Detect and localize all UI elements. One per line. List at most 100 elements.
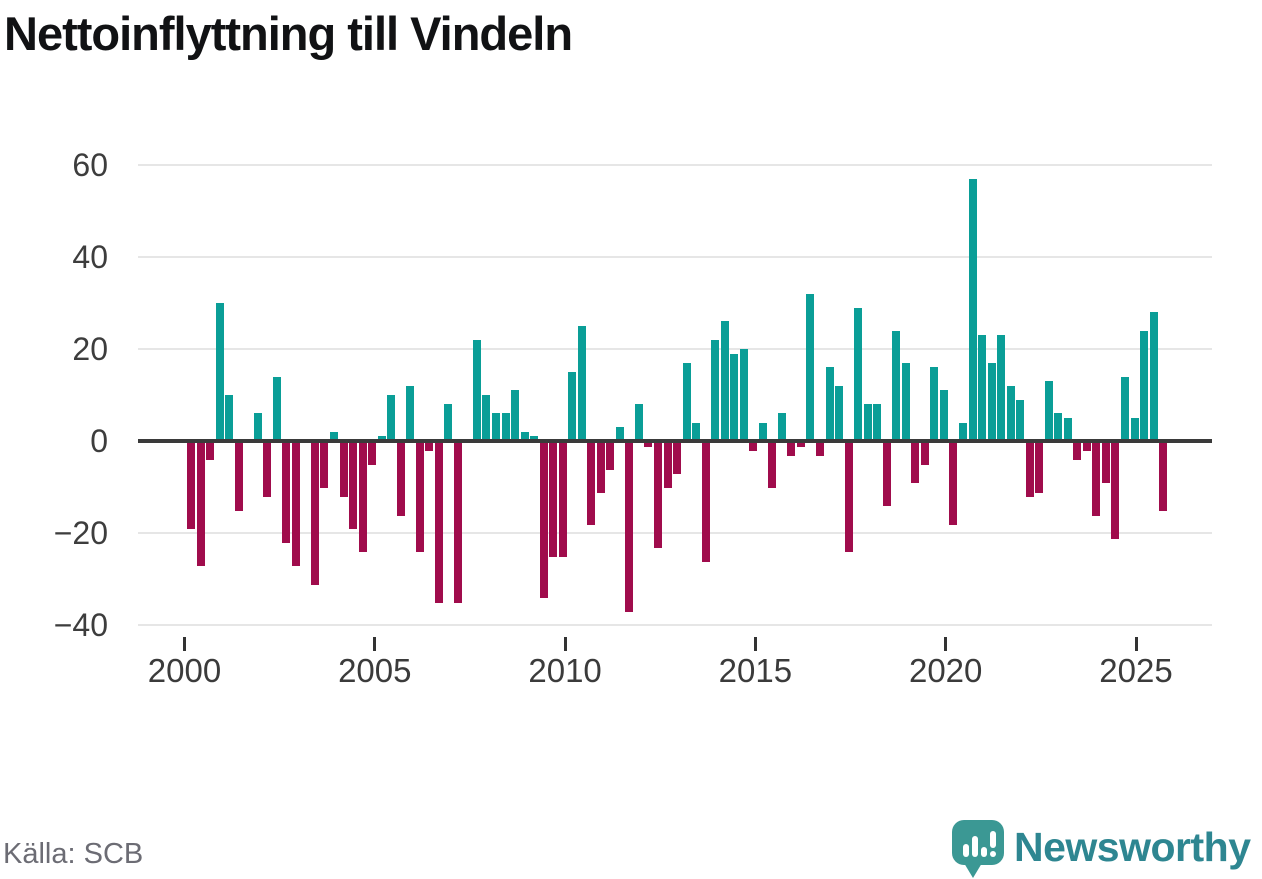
gridline <box>138 348 1212 350</box>
bar-2002-q2 <box>272 376 281 443</box>
bar-2024-q3 <box>1120 376 1129 443</box>
bar-2008-q3 <box>511 390 519 443</box>
bar-2015-q2 <box>768 440 777 488</box>
bar-2007-q1 <box>453 440 462 603</box>
bar-2020-q2 <box>958 422 967 443</box>
y-axis-label: 40 <box>72 239 108 275</box>
bar-2023-q3 <box>1082 440 1091 452</box>
bar-2010-q2 <box>577 326 586 443</box>
bar-2012-q2 <box>654 440 662 548</box>
bar-2024-q4 <box>1130 418 1139 443</box>
bar-2017-q1 <box>835 385 843 443</box>
x-axis-tick <box>753 637 757 651</box>
x-axis-zero-line <box>138 439 1212 443</box>
x-axis-label: 2010 <box>528 652 602 689</box>
bar-2022-q4 <box>1054 413 1063 443</box>
newsworthy-logo: Newsworthy <box>946 818 1262 879</box>
bar-2014-q1 <box>720 321 729 443</box>
bar-2024-q1 <box>1101 440 1110 484</box>
bar-2021-q4 <box>1016 399 1025 443</box>
bar-2019-q4 <box>939 390 948 443</box>
bar-2022-q3 <box>1044 381 1053 443</box>
bar-2002-q1 <box>263 440 272 498</box>
bar-2016-q2 <box>806 293 815 443</box>
bar-2017-q2 <box>844 440 853 553</box>
x-axis-tick <box>1134 637 1138 651</box>
bar-2008-q1 <box>492 413 500 443</box>
x-axis-label: 2015 <box>718 652 793 689</box>
bar-2019-q1 <box>911 440 920 484</box>
bar-2000-q4 <box>215 303 224 443</box>
bar-2020-q1 <box>949 440 958 525</box>
gridline <box>138 256 1212 258</box>
x-axis-tick <box>373 637 377 651</box>
bar-2025-q2 <box>1149 312 1158 443</box>
bar-2015-q3 <box>777 413 786 443</box>
bar-2013-q3 <box>701 440 710 562</box>
bar-2005-q3 <box>396 440 405 516</box>
bar-2009-q4 <box>558 440 567 557</box>
bar-2013-q1 <box>682 362 691 443</box>
bar-2009-q2 <box>539 440 548 599</box>
y-axis-label: 60 <box>72 147 108 183</box>
glyph-bar <box>971 836 978 857</box>
bar-2024-q2 <box>1111 440 1120 539</box>
bar-2018-q2 <box>882 440 891 507</box>
bar-2001-q2 <box>234 440 243 511</box>
bar-2005-q4 <box>406 385 415 443</box>
bar-2014-q2 <box>730 353 739 443</box>
bar-2006-q3 <box>434 440 443 603</box>
bar-2018-q3 <box>892 330 901 443</box>
bar-2005-q2 <box>387 395 396 443</box>
bar-2003-q4 <box>329 431 338 443</box>
bar-2018-q4 <box>901 362 910 443</box>
bar-2013-q4 <box>711 339 720 443</box>
bar-2020-q4 <box>978 335 986 443</box>
bar-2004-q3 <box>358 440 367 553</box>
bar-2023-q1 <box>1063 418 1072 443</box>
bar-2011-q2 <box>615 427 624 443</box>
bar-2011-q3 <box>625 440 634 613</box>
gridline <box>138 532 1212 534</box>
bar-2015-q4 <box>787 440 796 456</box>
x-axis-tick <box>944 637 948 651</box>
x-axis-label: 2025 <box>1099 652 1173 689</box>
gridline <box>138 624 1212 626</box>
bar-2022-q1 <box>1025 440 1034 498</box>
bar-2023-q2 <box>1073 440 1082 461</box>
bar-2019-q2 <box>920 440 929 465</box>
x-axis-label: 2020 <box>908 652 983 689</box>
bar-2012-q1 <box>644 440 653 447</box>
y-axis-label: −20 <box>53 515 108 551</box>
chart-title: Nettoinflyttning till Vindeln <box>4 7 573 60</box>
bar-2025-q3 <box>1159 440 1168 511</box>
bar-2011-q4 <box>634 404 643 443</box>
bar-2016-q1 <box>796 440 805 447</box>
bar-2013-q2 <box>692 422 701 443</box>
bar-2000-q1 <box>187 440 195 530</box>
speech-bubble-bar-chart-icon <box>952 820 1004 865</box>
x-axis-tick <box>563 637 567 651</box>
bar-2019-q3 <box>930 367 939 443</box>
exclamation-glyph <box>989 831 996 857</box>
bar-2015-q1 <box>758 422 767 443</box>
bar-2025-q1 <box>1140 330 1148 443</box>
source-caption: Källa: SCB <box>3 838 144 870</box>
bar-2018-q1 <box>873 404 882 443</box>
bar-2023-q4 <box>1092 440 1101 516</box>
bar-2021-q3 <box>1006 385 1015 443</box>
glyph-bar <box>962 844 969 857</box>
bar-2006-q1 <box>415 440 424 553</box>
y-axis-label: −40 <box>53 607 108 643</box>
bar-2010-q3 <box>587 440 596 525</box>
bar-2008-q2 <box>501 413 510 443</box>
x-axis-label: 2005 <box>338 652 412 689</box>
bar-2010-q4 <box>596 440 605 493</box>
gridline <box>138 164 1212 166</box>
bar-2010-q1 <box>568 372 577 443</box>
bar-2017-q4 <box>863 404 872 443</box>
bar-2017-q3 <box>854 307 863 443</box>
bar-2002-q4 <box>291 440 300 567</box>
